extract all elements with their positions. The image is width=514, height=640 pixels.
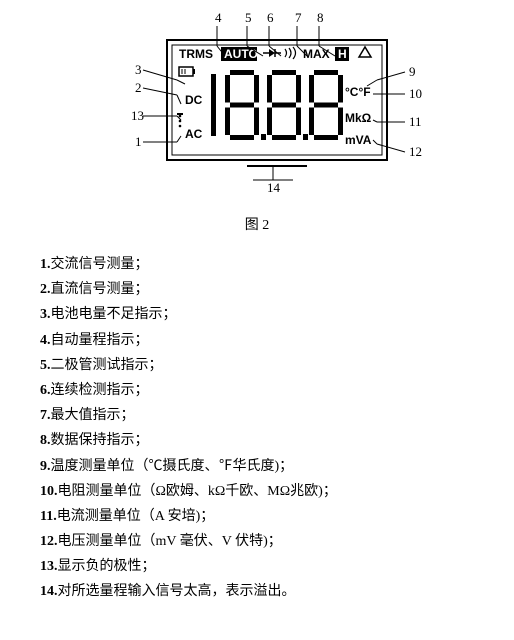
callout-4: 4 — [215, 10, 222, 25]
legend-item: 14.对所选量程输入信号太高，表示溢出。 — [40, 579, 504, 604]
legend-item: 7.最大值指示； — [40, 403, 504, 428]
hold-label: H — [338, 47, 347, 61]
callout-10: 10 — [409, 86, 422, 101]
legend-text: 二极管测试指示； — [51, 358, 163, 373]
legend-number: 12. — [40, 534, 58, 549]
legend-number: 7. — [40, 408, 51, 423]
dc-label: DC — [185, 93, 203, 107]
legend-number: 4. — [40, 333, 51, 348]
callout-2: 2 — [135, 80, 142, 95]
legend-item: 10.电阻测量单位（Ω欧姆、kΩ千欧、MΩ兆欧)； — [40, 479, 504, 504]
legend-number: 13. — [40, 559, 58, 574]
legend-number: 1. — [40, 257, 51, 272]
legend-number: 6. — [40, 383, 51, 398]
callout-7: 7 — [295, 10, 302, 25]
legend-item: 12.电压测量单位（mV 毫伏、V 伏特)； — [40, 529, 504, 554]
legend-text: 显示负的极性； — [58, 559, 156, 574]
legend-number: 10. — [40, 484, 58, 499]
callout-11: 11 — [409, 114, 422, 129]
legend-item: 11.电流测量单位（A 安培)； — [40, 504, 504, 529]
legend-text: 直流信号测量； — [51, 282, 149, 297]
legend-number: 14. — [40, 584, 58, 599]
legend-text: 电池电量不足指示； — [51, 307, 177, 322]
resistance-units-label: MkΩ — [345, 111, 372, 125]
ac-label: AC — [185, 127, 203, 141]
legend-text: 对所选量程输入信号太高，表示溢出。 — [58, 584, 296, 599]
callout-3: 3 — [135, 62, 142, 77]
legend-list: 1.交流信号测量；2.直流信号测量；3.电池电量不足指示；4.自动量程指示；5.… — [10, 252, 504, 605]
trms-label: TRMS — [179, 47, 213, 61]
callout-12: 12 — [409, 144, 422, 159]
callout-14: 14 — [267, 180, 281, 195]
legend-item: 13.显示负的极性； — [40, 554, 504, 579]
legend-item: 3.电池电量不足指示； — [40, 302, 504, 327]
legend-number: 11. — [40, 509, 57, 524]
callout-5: 5 — [245, 10, 252, 25]
callout-8: 8 — [317, 10, 324, 25]
figure-caption: 图 2 — [77, 214, 437, 234]
legend-number: 2. — [40, 282, 51, 297]
callout-9: 9 — [409, 64, 416, 79]
legend-text: 交流信号测量； — [51, 257, 149, 272]
legend-text: 电压测量单位（mV 毫伏、V 伏特)； — [58, 534, 282, 549]
legend-item: 2.直流信号测量； — [40, 277, 504, 302]
max-label: MAX — [303, 47, 330, 61]
legend-number: 9. — [40, 459, 51, 474]
legend-number: 8. — [40, 433, 51, 448]
legend-text: 电流测量单位（A 安培)； — [57, 509, 215, 524]
legend-item: 4.自动量程指示； — [40, 328, 504, 353]
legend-number: 5. — [40, 358, 51, 373]
callout-1: 1 — [135, 134, 142, 149]
legend-item: 1.交流信号测量； — [40, 252, 504, 277]
legend-text: 连续检测指示； — [51, 383, 149, 398]
legend-number: 3. — [40, 307, 51, 322]
legend-text: 电阻测量单位（Ω欧姆、kΩ千欧、MΩ兆欧)； — [58, 484, 337, 499]
legend-text: 自动量程指示； — [51, 333, 149, 348]
figure-area: TRMSAUTOMAXHDCAC°C°FMkΩmVA12345678910111… — [77, 10, 437, 234]
lcd-diagram: TRMSAUTOMAXHDCAC°C°FMkΩmVA12345678910111… — [77, 10, 437, 210]
legend-text: 最大值指示； — [51, 408, 135, 423]
legend-text: 温度测量单位（℃摄氏度、℉华氏度)； — [51, 459, 294, 474]
temp-units-label: °C°F — [345, 85, 371, 99]
legend-item: 9.温度测量单位（℃摄氏度、℉华氏度)； — [40, 454, 504, 479]
callout-6: 6 — [267, 10, 274, 25]
legend-item: 8.数据保持指示； — [40, 428, 504, 453]
va-units-label: mVA — [345, 133, 372, 147]
legend-item: 5.二极管测试指示； — [40, 353, 504, 378]
legend-text: 数据保持指示； — [51, 433, 149, 448]
callout-13: 13 — [131, 108, 144, 123]
legend-item: 6.连续检测指示； — [40, 378, 504, 403]
